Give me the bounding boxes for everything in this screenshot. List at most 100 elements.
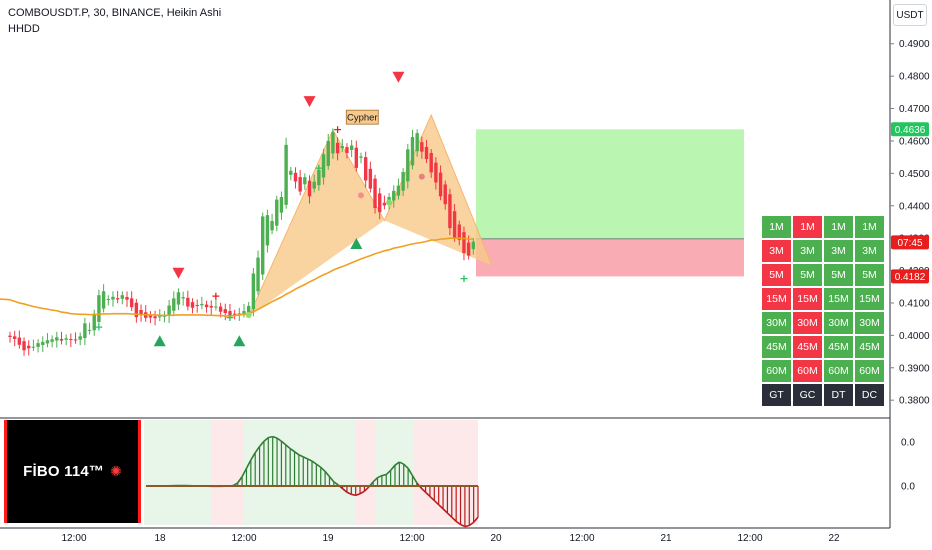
- candle-body: [209, 305, 213, 308]
- candle-body: [401, 172, 405, 191]
- candle-body: [83, 323, 87, 339]
- sell-triangle: [303, 96, 316, 108]
- price-tag-label: 0.4636: [895, 125, 926, 136]
- oscillator-line: [272, 435, 278, 439]
- signal-cell: 45M: [855, 336, 884, 358]
- signal-cell: 5M: [793, 264, 822, 286]
- candle-body: [462, 232, 466, 254]
- signal-cell: 45M: [793, 336, 822, 358]
- x-tick-label: 20: [490, 533, 502, 544]
- signal-cell: 3M: [824, 240, 853, 262]
- candle-body: [8, 335, 12, 337]
- candle-body: [190, 302, 195, 308]
- oscillator-line: [381, 473, 387, 477]
- candle-body: [134, 302, 139, 318]
- candle-body: [50, 339, 54, 342]
- signal-row: 45M 45M 45M 45M: [762, 336, 884, 358]
- oscillator-tick-label: 0.0: [901, 438, 915, 449]
- candle-body: [317, 169, 321, 186]
- pattern-outline: [248, 113, 493, 317]
- candle-body: [17, 337, 22, 345]
- indicator-name[interactable]: HHDD: [8, 23, 40, 35]
- buy-triangle: [350, 238, 363, 250]
- x-tick-label: 12:00: [61, 533, 86, 544]
- chart-title[interactable]: COMBOUSDT.P, 30, BINANCE, Heikin Ashi: [8, 7, 222, 19]
- y-tick-label: 0.4600: [899, 136, 930, 147]
- candle-body: [237, 313, 242, 315]
- x-tick-label: 21: [660, 533, 672, 544]
- candle-body: [340, 146, 344, 149]
- signal-cell: 1M: [762, 216, 791, 238]
- signal-row: 30M 30M 30M 30M: [762, 312, 884, 334]
- signal-cell: 3M: [762, 240, 791, 262]
- candle-body: [64, 338, 68, 340]
- y-tick-label: 0.4100: [899, 298, 930, 309]
- candle-body: [218, 306, 223, 312]
- signal-cell: 5M: [855, 264, 884, 286]
- candle-body: [349, 145, 354, 151]
- oscillator-line: [311, 460, 317, 465]
- signal-cell: 3M: [793, 240, 822, 262]
- oscillator-line: [302, 456, 308, 460]
- signal-row: 60M 60M 60M 60M: [762, 360, 884, 382]
- signal-cell: 60M: [793, 360, 822, 382]
- pattern-label-box: [345, 109, 379, 125]
- buy-plus: +: [459, 272, 468, 285]
- x-tick-label: 12:00: [569, 533, 594, 544]
- price-tag: [891, 269, 929, 284]
- candle-body: [293, 172, 298, 182]
- oscillator-line: [320, 466, 326, 473]
- candle-body: [92, 313, 96, 331]
- currency-button[interactable]: USDT: [893, 4, 927, 26]
- candle-body: [73, 339, 78, 341]
- x-tick-label: 18: [154, 533, 166, 544]
- oscillator-line: [420, 487, 427, 493]
- pattern-triangle-bcd: [384, 115, 493, 266]
- signal-dot: [418, 173, 425, 180]
- candle-body: [176, 292, 181, 305]
- signal-cell: 15M: [855, 288, 884, 310]
- candle-body: [471, 241, 476, 250]
- candle-body: [232, 313, 237, 315]
- candle-body: [434, 162, 438, 183]
- candle-body: [251, 273, 256, 310]
- candle-body: [101, 291, 106, 309]
- signal-row: 3M 3M 3M 3M: [762, 240, 884, 262]
- signal-dot: [245, 311, 252, 318]
- oscillator-line: [399, 461, 405, 465]
- oscillator-band: [414, 420, 478, 525]
- oscillator-band: [244, 420, 356, 525]
- candle-body: [22, 341, 26, 351]
- candle-body: [69, 339, 73, 341]
- candle-body: [27, 345, 31, 349]
- oscillator-line: [254, 446, 261, 454]
- candle-body: [363, 157, 368, 181]
- y-tick-label: 0.3800: [899, 396, 930, 407]
- candle-body: [186, 297, 190, 307]
- candle-body: [279, 197, 284, 213]
- y-tick-label: 0.4700: [899, 104, 930, 115]
- signal-row: 15M 15M 15M 15M: [762, 288, 884, 310]
- signal-cell: 3M: [855, 240, 884, 262]
- long-position-tool[interactable]: [476, 129, 744, 277]
- candle-body: [223, 309, 227, 314]
- candle-body: [195, 304, 199, 306]
- profit-zone: [476, 129, 744, 239]
- candle-body: [59, 338, 64, 341]
- signal-cell: 60M: [824, 360, 853, 382]
- oscillator-line: [446, 512, 453, 518]
- oscillator-line: [268, 435, 273, 439]
- oscillator-band: [144, 420, 212, 525]
- oscillator-line: [438, 504, 444, 510]
- signal-cell: 45M: [762, 336, 791, 358]
- candle-body: [448, 194, 452, 229]
- loss-zone: [476, 238, 744, 277]
- price-tag: [891, 122, 929, 137]
- candle-body: [429, 153, 433, 173]
- oscillator-line: [407, 467, 414, 477]
- oscillator-line: [333, 481, 339, 486]
- oscillator-band: [212, 420, 244, 525]
- oscillator-line: [351, 493, 356, 497]
- signal-header-cell: DT: [824, 384, 853, 406]
